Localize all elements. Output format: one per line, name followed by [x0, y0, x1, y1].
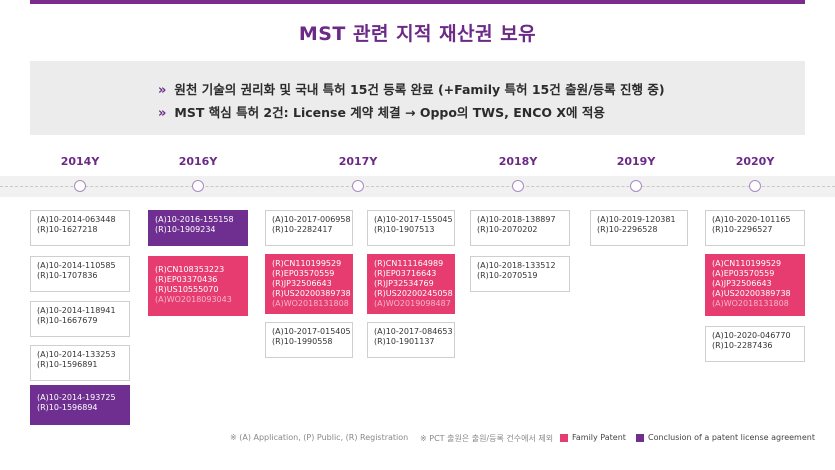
- timeline-dot-2019: [630, 180, 642, 192]
- timeline-dot-2016: [192, 180, 204, 192]
- patent-card: (A)10-2018-133512 (R)10-2070519: [470, 256, 570, 292]
- summary-line-2: » MST 핵심 특허 2건: License 계약 체결 → Oppo의 TWS…: [158, 102, 605, 121]
- patent-card: (A)10-2014-110585 (R)10-1707836: [30, 256, 130, 292]
- footer-note-pct: ※ PCT 출원은 출원/등록 건수에서 제외: [420, 434, 554, 443]
- patent-card: (A)10-2017-015405 (R)10-1990558: [265, 322, 353, 358]
- summary-box: » 원천 기술의 권리화 및 국내 특허 15건 등록 완료 (+Family 특…: [30, 61, 805, 135]
- license-legend-label: Conclusion of a patent license agreement: [648, 433, 815, 442]
- summary-line-1: » 원천 기술의 권리화 및 국내 특허 15건 등록 완료 (+Family 특…: [158, 79, 665, 98]
- license-legend-swatch: [636, 434, 644, 442]
- summary-text-1: 원천 기술의 권리화 및 국내 특허 15건 등록 완료 (+Family 특허…: [174, 82, 665, 97]
- timeline-dot-2017: [352, 180, 364, 192]
- family-patent-card: (R)CN110199529 (R)EP03570559 (R)JP325066…: [265, 254, 353, 314]
- patent-card: (A)10-2014-118941 (R)10-1667679: [30, 301, 130, 337]
- year-label-2014: 2014Y: [60, 155, 100, 168]
- top-accent-bar: [30, 0, 805, 4]
- patent-card: (A)10-2019-120381 (R)10-2296528: [590, 210, 688, 246]
- family-patent-card: (A)CN110199529 (A)EP03570559 (A)JP325066…: [705, 254, 805, 316]
- page-title: MST 관련 지적 재산권 보유: [298, 23, 537, 45]
- license-patent-card: (A)10-2016-155158 (R)10-1909234: [148, 210, 248, 246]
- timeline-dot-2018: [512, 180, 524, 192]
- year-label-2020: 2020Y: [735, 155, 775, 168]
- year-label-2019: 2019Y: [616, 155, 656, 168]
- patent-card: (A)10-2014-063448 (R)10-1627218: [30, 210, 130, 246]
- timeline-dot-2020: [749, 180, 761, 192]
- double-chevron-icon: »: [158, 106, 167, 121]
- family-patent-card: (R)CN108353223 (R)EP03370436 (R)US105550…: [148, 256, 248, 316]
- double-chevron-icon: »: [158, 83, 167, 98]
- patent-card: (A)10-2017-155045 (R)10-1907513: [367, 210, 455, 246]
- year-label-2016: 2016Y: [178, 155, 218, 168]
- patent-card: (A)10-2020-101165 (R)10-2296527: [705, 210, 805, 246]
- timeline-line: [0, 186, 835, 187]
- patent-card: (A)10-2018-138897 (R)10-2070202: [470, 210, 570, 246]
- summary-text-2: MST 핵심 특허 2건: License 계약 체결 → Oppo의 TWS,…: [174, 105, 605, 120]
- family-patent-legend-label: Family Patent: [572, 433, 626, 442]
- timeline-dot-2014: [74, 180, 86, 192]
- patent-card: (A)10-2017-084653 (R)10-1901137: [367, 322, 455, 358]
- patent-card: (A)10-2014-133253 (R)10-1596891: [30, 345, 130, 381]
- family-patent-legend-swatch: [560, 434, 568, 442]
- year-label-2017: 2017Y: [338, 155, 378, 168]
- family-patent-card: (R)CN111164989 (R)EP03716643 (R)JP325347…: [367, 254, 455, 314]
- year-label-2018: 2018Y: [498, 155, 538, 168]
- license-patent-card: (A)10-2014-193725 (R)10-1596894: [30, 385, 130, 425]
- patent-card: (A)10-2020-046770 (R)10-2287436: [705, 326, 805, 362]
- footer-note-abbreviations: ※ (A) Application, (P) Public, (R) Regis…: [230, 433, 409, 442]
- patent-card: (A)10-2017-006958 (R)10-2282417: [265, 210, 353, 246]
